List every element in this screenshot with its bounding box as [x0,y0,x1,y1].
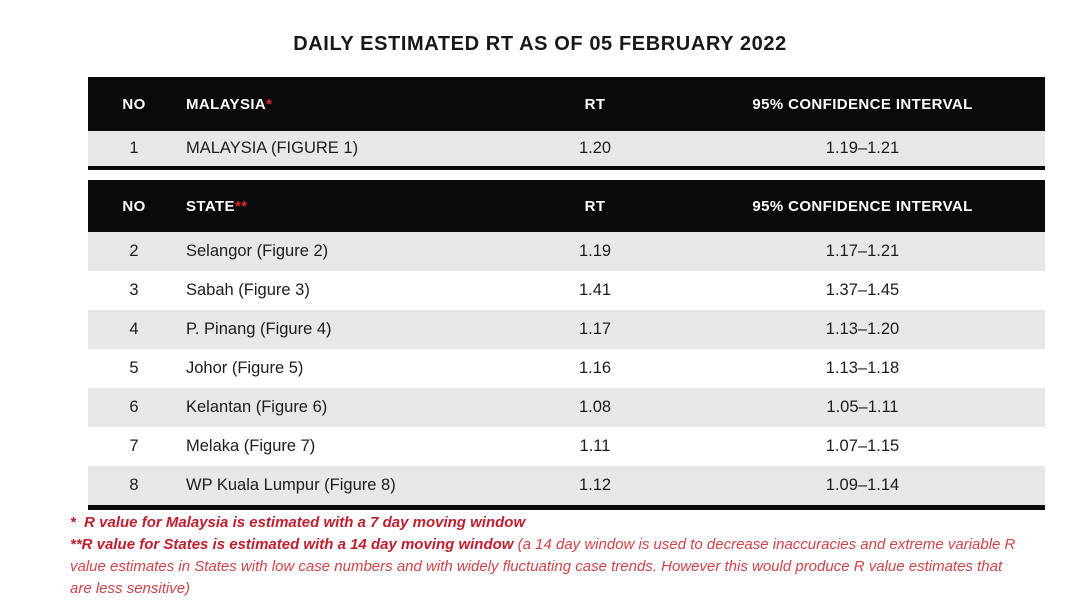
footnotes: * R value for Malaysia is estimated with… [70,512,1018,600]
table-malaysia-header-row: NO MALAYSIA* RT 95% CONFIDENCE INTERVAL [88,77,1045,131]
header-no: NO [122,197,146,215]
cell-rt: 1.17 [578,320,612,338]
cell-ci: 1.19–1.21 [825,139,900,157]
cell-no: 4 [129,320,139,338]
cell-ci: 1.05–1.11 [826,398,899,416]
cell-name: Kelantan (Figure 6) [186,398,328,416]
header-rt: RT [584,197,606,215]
header-state-asterisks: ** [234,197,248,215]
cell-ci: 1.13–1.20 [825,320,900,338]
footnote-states-detail: (a 14 day window is used to decrease ina… [70,536,1016,597]
cell-no: 6 [129,398,139,416]
cell-ci: 1.07–1.15 [825,437,900,455]
cell-name: Selangor (Figure 2) [186,242,329,260]
page-title: DAILY ESTIMATED RT AS OF 05 FEBRUARY 202… [293,33,787,55]
cell-no: 5 [129,359,139,377]
cell-rt: 1.08 [578,398,612,416]
cell-rt: 1.11 [579,437,611,455]
cell-name: MALAYSIA (FIGURE 1) [186,139,359,157]
header-state-label: STATE [186,197,235,215]
header-state: STATE** [180,198,490,215]
rt-tables-container: NO MALAYSIA* RT 95% CONFIDENCE INTERVAL … [88,77,1045,510]
cell-name: WP Kuala Lumpur (Figure 8) [186,476,396,494]
header-confidence-interval: 95% CONFIDENCE INTERVAL [752,197,973,215]
table-row: 2 Selangor (Figure 2) 1.19 1.17–1.21 [88,232,1045,271]
table-row: 5 Johor (Figure 5) 1.16 1.13–1.18 [88,349,1045,388]
table-malaysia: NO MALAYSIA* RT 95% CONFIDENCE INTERVAL … [88,77,1045,170]
table-states: NO STATE** RT 95% CONFIDENCE INTERVAL 2 … [88,180,1045,510]
header-malaysia-asterisk: * [266,95,273,113]
table-row: 3 Sabah (Figure 3) 1.41 1.37–1.45 [88,271,1045,310]
cell-name: Johor (Figure 5) [186,359,304,377]
cell-no: 1 [129,139,139,157]
cell-rt: 1.41 [578,281,612,299]
footnote-malaysia: * R value for Malaysia is estimated with… [70,514,526,531]
table-row: 1 MALAYSIA (FIGURE 1) 1.20 1.19–1.21 [88,131,1045,166]
cell-no: 2 [129,242,139,260]
cell-name: P. Pinang (Figure 4) [186,320,332,338]
table-row: 4 P. Pinang (Figure 4) 1.17 1.13–1.20 [88,310,1045,349]
footnote-states-bold: **R value for States is estimated with a… [70,536,518,553]
footnote-states: **R value for States is estimated with a… [70,534,1018,600]
cell-ci: 1.37–1.45 [825,281,900,299]
cell-no: 7 [129,437,139,455]
header-malaysia: MALAYSIA* [180,96,490,113]
cell-rt: 1.19 [578,242,612,260]
cell-ci: 1.17–1.21 [825,242,900,260]
table-states-header-row: NO STATE** RT 95% CONFIDENCE INTERVAL [88,180,1045,232]
cell-ci: 1.09–1.14 [825,476,900,494]
header-malaysia-label: MALAYSIA [186,95,267,113]
header-no: NO [122,95,146,113]
cell-rt: 1.16 [578,359,612,377]
cell-name: Sabah (Figure 3) [186,281,310,299]
header-confidence-interval: 95% CONFIDENCE INTERVAL [752,95,973,113]
cell-name: Melaka (Figure 7) [186,437,316,455]
header-rt: RT [584,95,606,113]
cell-ci: 1.13–1.18 [825,359,900,377]
table-row: 6 Kelantan (Figure 6) 1.08 1.05–1.11 [88,388,1045,427]
table-row: 7 Melaka (Figure 7) 1.11 1.07–1.15 [88,427,1045,466]
table-row: 8 WP Kuala Lumpur (Figure 8) 1.12 1.09–1… [88,466,1045,505]
cell-rt: 1.20 [578,139,612,157]
cell-rt: 1.12 [578,476,612,494]
cell-no: 8 [129,476,139,494]
cell-no: 3 [129,281,139,299]
